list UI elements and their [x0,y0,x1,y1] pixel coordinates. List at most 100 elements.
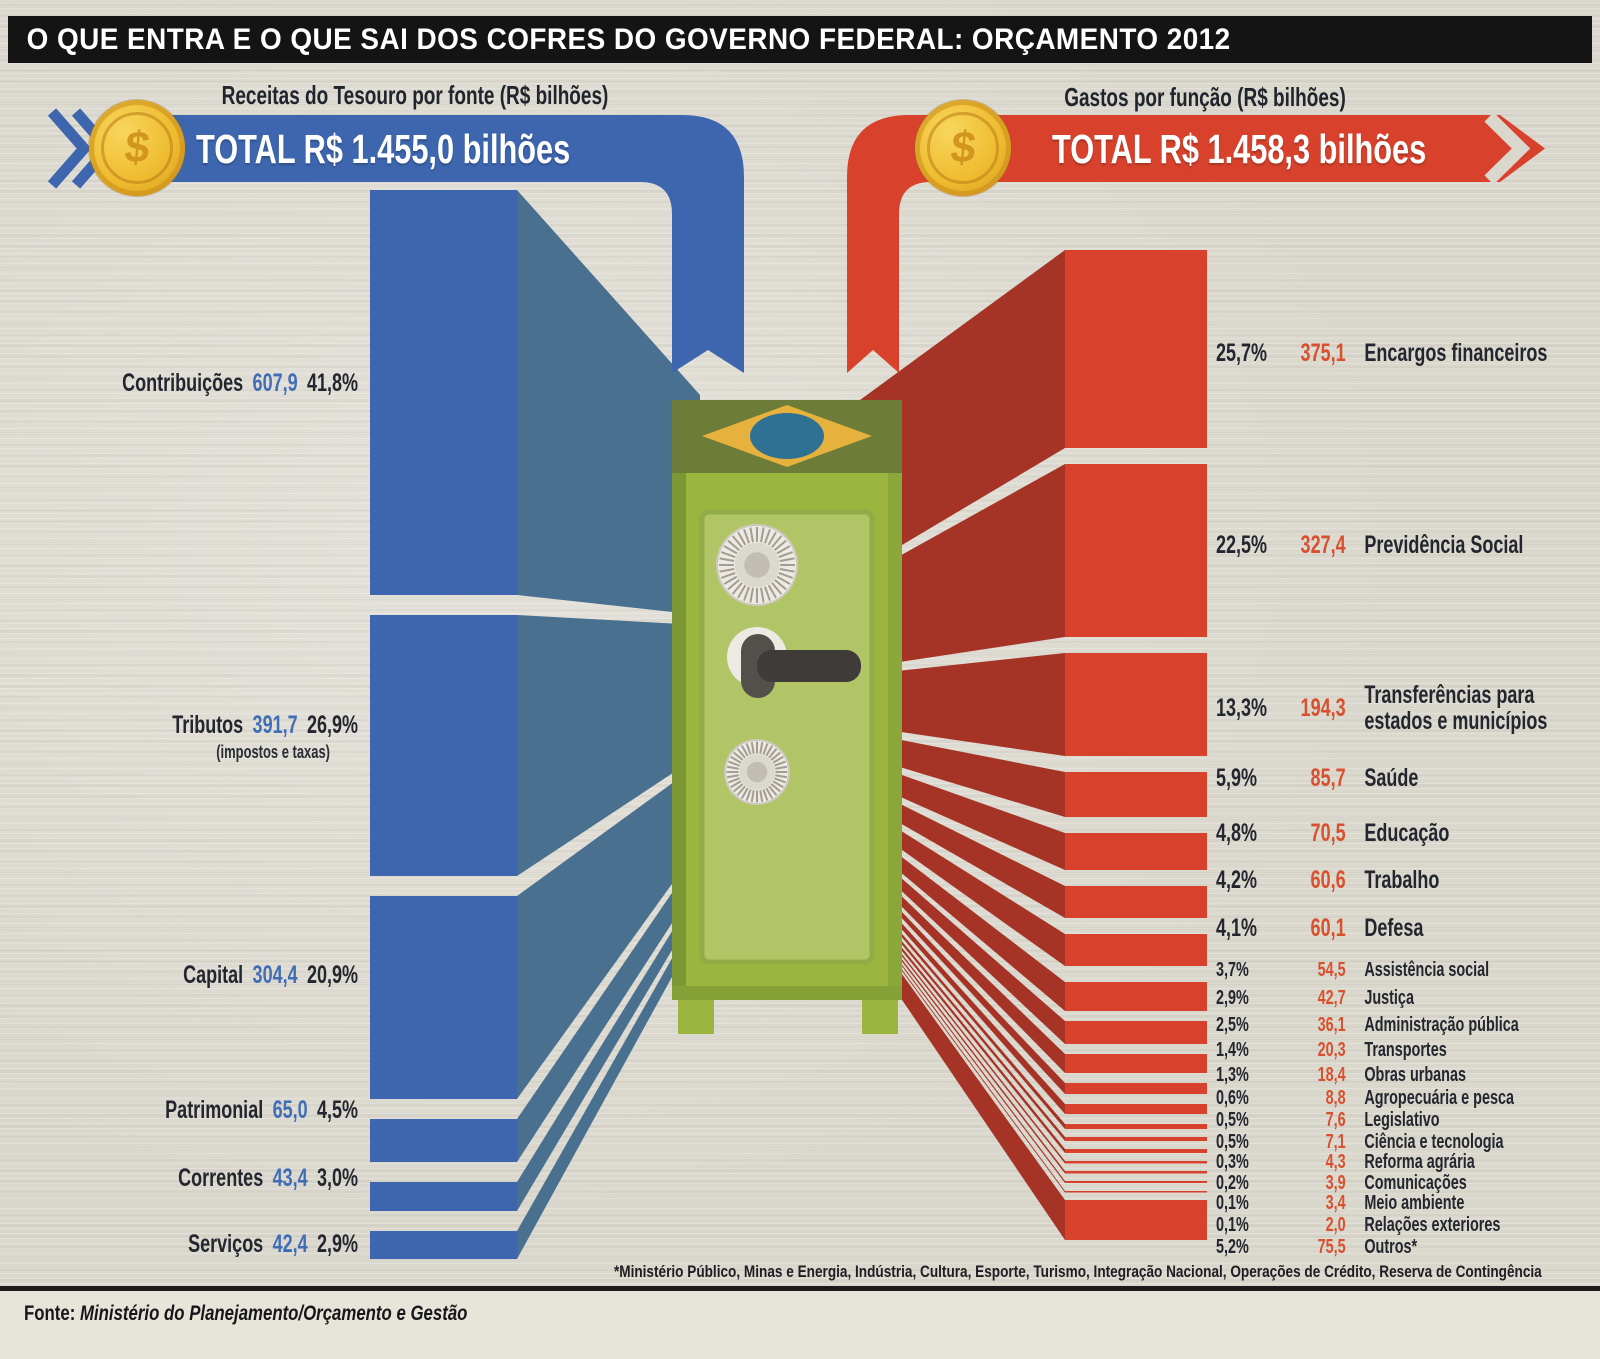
expense-pct: 0,5% [1216,1108,1249,1131]
expense-value: 375,1 [1300,338,1346,367]
outflow-bar [1065,464,1207,637]
outflow-wedge [860,732,1065,817]
expense-name: Educação [1364,820,1449,846]
outflow-wedge [860,464,1065,668]
outflow-wedge [860,825,1065,1011]
outflow-wedge [860,868,1065,1094]
outflow-bar [1065,1083,1207,1094]
chevron-right-icon [1484,112,1531,185]
expense-row: 3,7% 54,5 Assistência social [1216,958,1489,982]
revenue-name: Patrimonial [165,1096,264,1124]
expense-value: 194,3 [1300,693,1346,722]
outflow-wedge [860,885,1065,1129]
expense-name: Defesa [1364,915,1423,941]
bottom-rule [0,1286,1600,1291]
inflow-bar [370,1231,517,1259]
expense-name: Agropecuária e pesca [1364,1086,1514,1109]
expense-pct: 5,9% [1216,763,1258,792]
safe-dial [716,524,798,606]
outflow-wedge [860,909,1065,1183]
inflow-total: TOTAL R$ 1.455,0 bilhões [196,126,571,172]
outflow-bar [1065,1104,1207,1114]
expense-row: 0,6% 8,8 Agropecuária e pesca [1216,1086,1514,1110]
expense-name-line: Agropecuária e pesca [1364,1086,1514,1109]
expense-name-line: Reforma agrária [1364,1150,1475,1173]
inflow-wedge [517,909,700,1259]
outflow-wedge [860,901,1065,1164]
revenue-value: 65,0 [272,1096,308,1124]
revenue-value: 607,9 [252,369,298,397]
expense-row: 0,5% 7,6 Legislativo [1216,1108,1440,1132]
expense-row: 4,2% 60,6 Trabalho [1216,862,1439,898]
inflow-bar [370,896,517,1099]
revenue-row: Capital 304,4 20,9% [100,958,358,992]
outflow-bar [1065,886,1207,918]
revenue-row: Patrimonial 65,0 4,5% [100,1093,358,1127]
inflow-wedge [517,763,700,1099]
outflow-total: TOTAL R$ 1.458,3 bilhões [1052,126,1427,172]
expense-name-line: Encargos financeiros [1364,338,1548,367]
outflow-wedge [860,250,1065,570]
revenue-pct: 2,9% [316,1230,358,1258]
expense-pct: 4,1% [1216,913,1258,942]
expense-name-line: Transportes [1364,1038,1447,1061]
outflow-bar [1065,250,1207,448]
outflow-wedge [860,760,1065,870]
outflow-bar [1065,1137,1207,1141]
expense-pct: 4,8% [1216,818,1258,847]
outflow-wedge [860,896,1065,1153]
expense-name-line: Previdência Social [1364,530,1524,559]
expense-value: 60,6 [1310,865,1346,894]
expense-name-line: Educação [1364,818,1450,847]
expense-name: Assistência social [1364,959,1489,981]
safe-door [699,509,875,965]
expense-row: 22,5% 327,4 Previdência Social [1216,527,1523,563]
expense-name: Encargos financeiros [1364,340,1547,366]
revenue-row: Tributos 391,7 26,9% [100,708,358,742]
outflow-bar [1065,1181,1207,1183]
expense-value: 85,7 [1310,763,1346,792]
outflow-bar [1065,833,1207,870]
expense-name-line: Relações exteriores [1364,1213,1501,1236]
expense-row: 4,8% 70,5 Educação [1216,815,1449,851]
expense-pct: 0,6% [1216,1086,1249,1109]
expense-row: 5,9% 85,7 Saúde [1216,760,1418,796]
inflow-wedge [517,852,700,1162]
revenue-value: 42,4 [272,1230,308,1258]
expense-name-line: Obras urbanas [1364,1063,1466,1086]
outflow-bar [1065,934,1207,966]
expense-pct: 0,3% [1216,1150,1249,1173]
expense-name-line: Outros* [1364,1235,1418,1258]
expense-pct: 1,3% [1216,1063,1249,1086]
page-bottom-margin [0,1291,1600,1359]
expense-row: 2,9% 42,7 Justiça [1216,986,1414,1010]
safe-leg [678,1000,714,1034]
expense-name: Transferências para estados e municípios [1364,682,1547,735]
expense-value: 18,4 [1317,1063,1346,1086]
brazil-flag-globe [750,413,824,459]
expense-pct: 0,1% [1216,1191,1249,1214]
expense-name-line: estados e municípios [1364,707,1548,735]
expense-value: 54,5 [1317,958,1346,981]
coin-icon: $ [915,100,1011,196]
expense-name-line: Trabalho [1364,865,1440,894]
footnote: *Ministério Público, Minas e Energia, In… [614,1262,1542,1281]
coin-ring: $ [927,112,999,184]
revenue-name: Correntes [178,1164,264,1192]
inflow-bar [370,1182,517,1211]
expense-value: 7,6 [1325,1108,1346,1131]
expense-row: 0,5% 7,1 Ciência e tecnologia [1216,1130,1504,1154]
revenue-pct: 3,0% [316,1164,358,1192]
expense-name-line: Transferências para [1364,680,1535,709]
expense-value: 42,7 [1317,986,1346,1009]
outflow-wedge [860,905,1065,1174]
expense-row: 4,1% 60,1 Defesa [1216,910,1423,946]
inflow-wedge [517,190,700,615]
inflow-wedge [517,615,700,876]
outflow-wedge [860,805,1065,966]
expense-value: 20,3 [1317,1038,1346,1061]
expense-value: 8,8 [1325,1086,1346,1109]
expense-name-line: Saúde [1364,763,1419,792]
expense-pct: 22,5% [1216,530,1268,559]
